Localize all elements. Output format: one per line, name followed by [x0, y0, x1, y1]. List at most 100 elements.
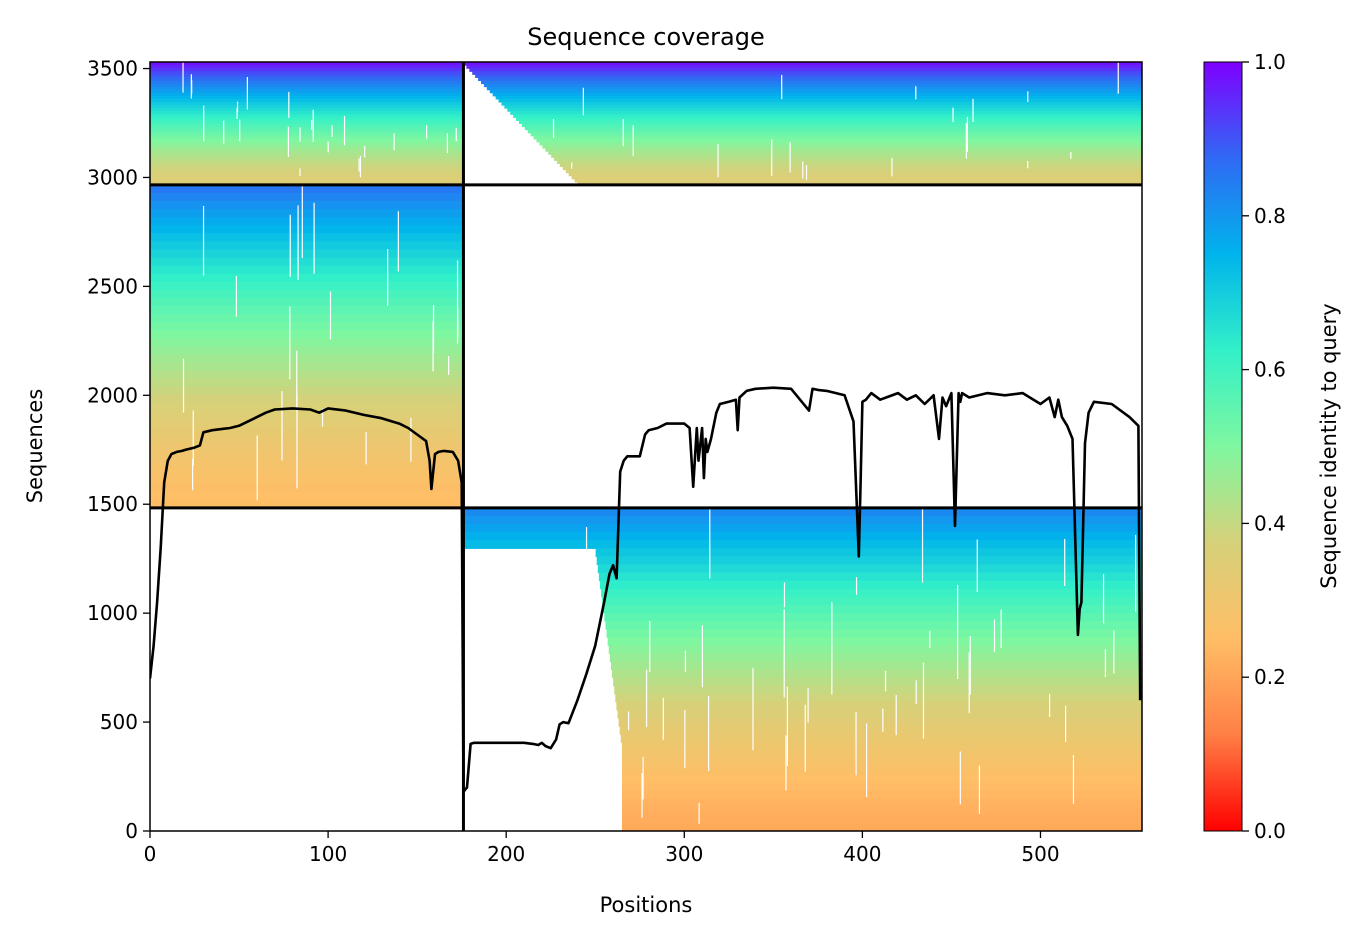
coverage-gap — [959, 751, 961, 805]
coverage-gap — [591, 746, 593, 831]
heatmap-band — [150, 394, 464, 404]
heatmap-band — [150, 225, 464, 234]
y-axis-ticks: 0 500 1000 1500 2000 2500 3000 3500 — [87, 57, 150, 843]
coverage-gap — [632, 125, 634, 156]
coverage-gap — [358, 158, 360, 172]
heatmap-band — [504, 105, 1142, 109]
heatmap-band — [150, 108, 464, 112]
coverage-gap — [1135, 534, 1137, 612]
heatmap-band — [150, 83, 464, 88]
coverage-gap — [301, 184, 303, 258]
y-tick-label: 0 — [125, 819, 138, 843]
coverage-gap — [236, 101, 239, 112]
coverage-gap — [397, 211, 399, 272]
coverage-gap — [288, 91, 290, 118]
heatmap-band — [150, 402, 464, 412]
y-tick-label: 1000 — [87, 601, 138, 625]
colorbar — [1203, 61, 1243, 832]
coverage-gap — [771, 139, 773, 177]
heatmap-band — [150, 163, 464, 168]
heatmap-band — [602, 596, 1142, 606]
heatmap-band — [150, 111, 464, 115]
coverage-gap — [387, 248, 389, 306]
heatmap-band — [150, 330, 464, 339]
heatmap-band — [150, 89, 464, 94]
coverage-gap — [410, 417, 412, 462]
heatmap-band — [150, 475, 464, 485]
heatmap-band — [539, 141, 1142, 146]
heatmap-band — [150, 451, 464, 461]
coverage-gap — [246, 76, 248, 110]
heatmap-band — [150, 144, 464, 149]
heatmap-band — [621, 798, 1142, 808]
coverage-gap — [182, 358, 185, 413]
heatmap-band — [492, 92, 1142, 97]
coverage-gap — [1065, 705, 1067, 742]
coverage-gap — [575, 750, 577, 793]
colorbar-tick-label: 0.4 — [1254, 511, 1286, 535]
coverage-gap — [786, 686, 788, 767]
coverage-gap — [485, 125, 488, 150]
coverage-gap — [535, 160, 537, 183]
heatmap-band — [150, 362, 464, 372]
heatmap-band — [574, 178, 1142, 183]
heatmap-band — [150, 169, 464, 174]
heatmap-band — [150, 491, 464, 501]
heatmap-band — [463, 532, 1142, 541]
coverage-gap — [855, 577, 858, 595]
heatmap-band — [527, 129, 1142, 134]
heatmap-band — [610, 661, 1142, 671]
heatmap-band — [150, 86, 464, 91]
coverage-gap — [426, 125, 428, 139]
heatmap-band — [619, 726, 1142, 735]
coverage-gap — [805, 165, 808, 180]
heatmap-band — [150, 467, 464, 477]
heatmap-band — [501, 101, 1142, 106]
x-axis-label: Positions — [600, 893, 693, 917]
heatmap-band — [150, 138, 464, 143]
colorbar-label: Sequence identity to query — [1317, 303, 1341, 588]
heatmap-band — [524, 126, 1142, 131]
coverage-gap — [645, 669, 648, 728]
heatmap-band — [150, 217, 464, 226]
heatmap-band — [150, 297, 464, 307]
coverage-gap — [895, 694, 897, 736]
heatmap-band — [463, 540, 1142, 549]
heatmap-band — [150, 129, 464, 134]
coverage-gap — [785, 735, 787, 791]
coverage-gap — [642, 757, 644, 800]
heatmap-block-2 — [463, 62, 1142, 186]
heatmap-band — [150, 148, 464, 152]
heatmap-band — [150, 378, 464, 388]
coverage-gap — [701, 625, 704, 688]
coverage-gap — [968, 652, 970, 714]
coverage-gap — [585, 526, 588, 594]
chart-title: Sequence coverage — [527, 23, 764, 51]
coverage-gap — [717, 144, 719, 178]
coverage-line-group — [150, 386, 1142, 794]
heatmap-band — [612, 669, 1142, 679]
heatmap-band — [150, 80, 464, 85]
coverage-gap — [969, 635, 971, 695]
y-tick-label: 2500 — [87, 274, 138, 298]
heatmap-band — [507, 108, 1142, 112]
heatmap-band — [150, 314, 464, 323]
heatmap-band — [150, 117, 464, 121]
coverage-gap — [707, 695, 710, 772]
coverage-gap — [457, 309, 459, 338]
heatmap-band — [469, 68, 1142, 72]
heatmap-band — [150, 120, 464, 125]
heatmap-band — [150, 141, 464, 146]
coverage-gap — [331, 125, 333, 137]
heatmap-band — [478, 77, 1142, 82]
heatmap-band — [150, 77, 464, 82]
heatmap-band — [150, 126, 464, 131]
heatmap-band — [150, 123, 464, 128]
coverage-gap — [571, 162, 573, 169]
heatmap-band — [150, 281, 464, 291]
coverage-gap — [831, 602, 833, 695]
coverage-gap — [192, 459, 194, 491]
heatmap-band — [621, 782, 1142, 792]
coverage-gap — [537, 749, 540, 777]
